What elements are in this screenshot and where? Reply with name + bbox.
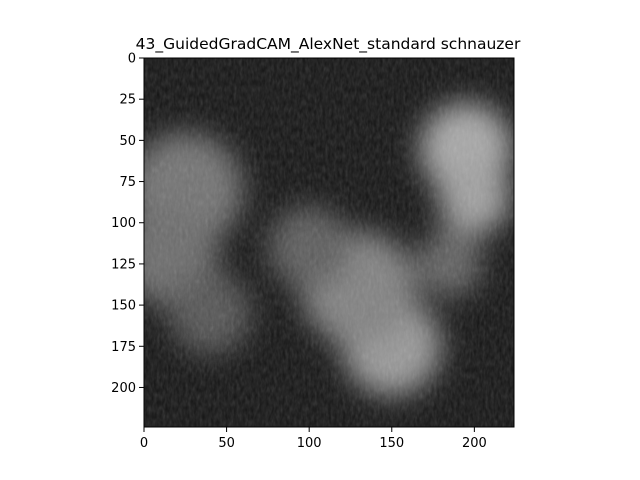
heatmap-texture xyxy=(144,58,514,427)
y-tick-label: 200 xyxy=(111,381,136,396)
x-tick-label: 150 xyxy=(379,436,404,451)
y-tick-label: 0 xyxy=(128,52,136,67)
y-tick-label: 150 xyxy=(111,299,136,314)
y-tick-label: 100 xyxy=(111,216,136,231)
x-tick-label: 100 xyxy=(297,436,322,451)
y-tick-label: 75 xyxy=(119,175,136,190)
y-tick-label: 25 xyxy=(119,93,136,108)
y-axis: 0 25 50 75 100 125 150 175 200 xyxy=(111,52,144,396)
plot-frame xyxy=(143,57,515,428)
heatmap-image xyxy=(144,58,514,427)
x-tick-label: 50 xyxy=(218,436,235,451)
x-axis: 0 50 100 150 200 xyxy=(140,427,487,451)
x-tick-label: 0 xyxy=(140,436,148,451)
chart-title: 43_GuidedGradCAM_AlexNet_standard schnau… xyxy=(136,35,521,54)
y-tick-label: 50 xyxy=(119,134,136,149)
y-tick-label: 175 xyxy=(111,340,136,355)
y-tick-label: 125 xyxy=(111,257,136,272)
x-tick-label: 200 xyxy=(462,436,487,451)
